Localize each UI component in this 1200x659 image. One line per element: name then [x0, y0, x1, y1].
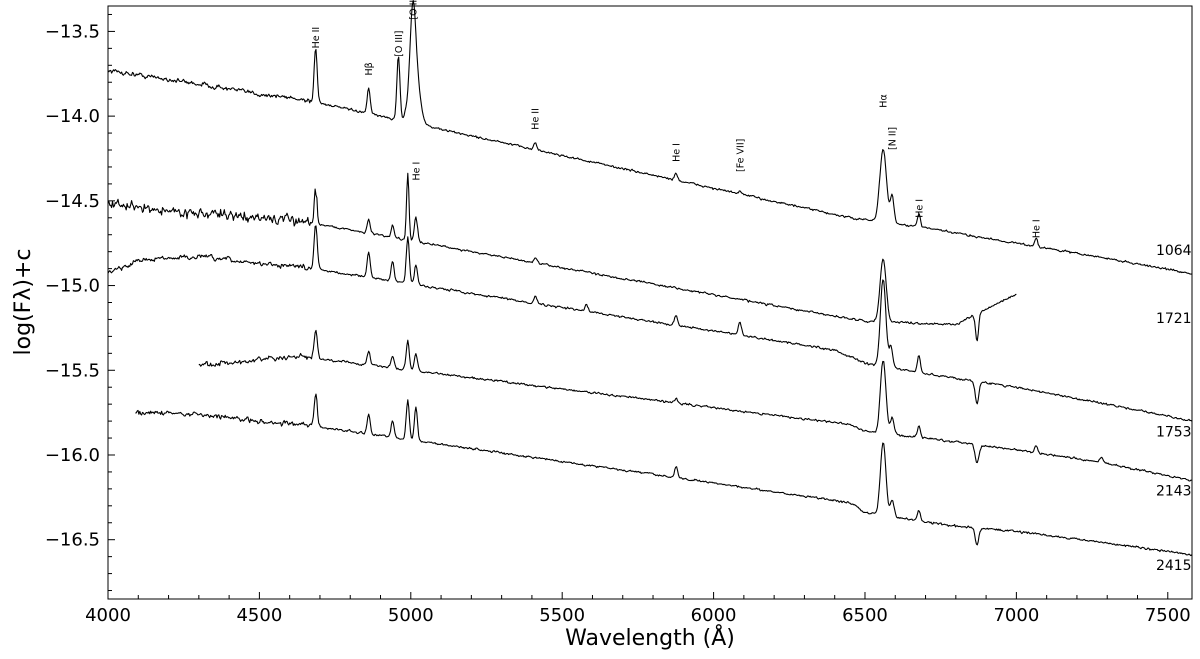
- line-annotation: [N II]: [888, 127, 899, 150]
- axes: 4000 4500 5000 5500 6000 6500 7000 7500 −13.5 −14…: [45, 13, 1191, 626]
- y-tick-label: −14.0: [45, 106, 100, 127]
- line-annotation: Hβ: [364, 62, 375, 75]
- y-tick-label: −14.5: [45, 191, 100, 212]
- y-axis-label: log(Fλ)+c: [11, 249, 36, 356]
- line-annotations: He II Hβ [O III][O III] He I He II He I [Fe VI…: [311, 0, 1042, 238]
- x-tick-label: 6500: [842, 605, 888, 626]
- line-annotation: Hα: [879, 94, 890, 107]
- spectrum-label: 1753: [1156, 424, 1192, 440]
- x-tick-label: 4500: [236, 605, 282, 626]
- line-annotation: He II: [531, 108, 542, 130]
- line-annotation: He I: [672, 143, 683, 162]
- x-tick-label: 5000: [388, 605, 434, 626]
- spectrum-1721: [107, 172, 1017, 342]
- spectrum-labels: 1064 1721 1753 2143 2415: [1156, 243, 1192, 574]
- line-annotation: He II: [311, 27, 322, 49]
- y-tick-label: −16.5: [45, 530, 100, 551]
- spectrum-1064: [107, 0, 1192, 275]
- x-tick-label: 7500: [1145, 605, 1191, 626]
- x-axis-label: Wavelength (Å): [565, 624, 735, 651]
- x-tick-label: 5500: [539, 605, 585, 626]
- spectrum-label: 1721: [1156, 311, 1192, 327]
- spectrum-label: 1064: [1156, 243, 1192, 259]
- spectrum-1753: [107, 225, 1193, 422]
- y-tick-label: −15.5: [45, 360, 100, 381]
- line-annotation: He I: [914, 199, 925, 218]
- y-tick-label: −15.0: [45, 276, 100, 297]
- spectrum-2143: [198, 329, 1192, 482]
- spectra-lines: [107, 0, 1193, 557]
- line-annotation: [O III]: [394, 30, 405, 56]
- x-tick-label: 7000: [993, 605, 1039, 626]
- y-tick-label: −16.0: [45, 445, 100, 466]
- plot-frame: [107, 5, 1193, 600]
- spectrum-2415: [135, 393, 1193, 557]
- x-tick-label: 4000: [85, 605, 131, 626]
- line-annotation: [O III]: [408, 0, 419, 20]
- spectrum-label: 2143: [1156, 484, 1192, 500]
- line-annotation: He I: [411, 162, 422, 181]
- spectrum-label: 2415: [1156, 558, 1192, 574]
- x-tick-label: 6000: [691, 605, 737, 626]
- line-annotation: He I: [1032, 219, 1043, 238]
- line-annotation: [Fe VII]: [735, 139, 746, 172]
- y-tick-label: −13.5: [45, 21, 100, 42]
